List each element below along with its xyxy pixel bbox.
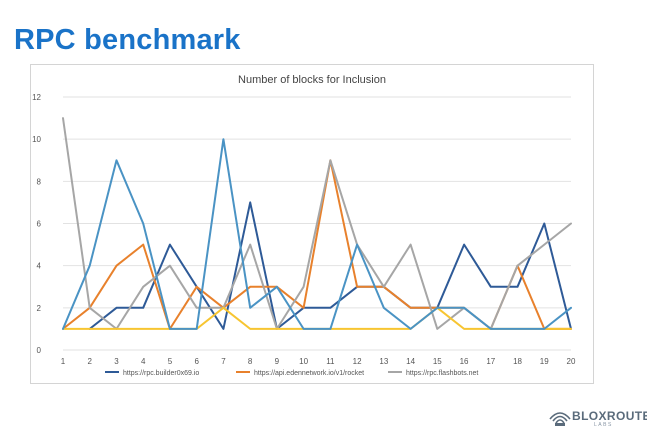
x-tick-label: 12 bbox=[353, 357, 362, 366]
legend-label: https://rpc.builder0x69.io bbox=[123, 370, 199, 377]
line-chart: Number of blocks for Inclusion 024681012… bbox=[32, 74, 576, 377]
x-tick-label: 3 bbox=[114, 357, 119, 366]
x-axis-ticks: 1 2 3 4 5 6 7 8 9 10 11 12 13 14 15 16 17 18 19 20 bbox=[61, 357, 576, 366]
y-tick-label: 10 bbox=[32, 135, 41, 144]
x-tick-label: 9 bbox=[275, 357, 280, 366]
x-tick-label: 13 bbox=[379, 357, 388, 366]
x-tick-label: 20 bbox=[567, 357, 576, 366]
y-tick-label: 2 bbox=[37, 304, 42, 313]
y-tick-label: 8 bbox=[37, 177, 42, 186]
chart-frame: Number of blocks for Inclusion 0 2 4 6 8 10 12… bbox=[30, 64, 594, 384]
x-tick-label: 11 bbox=[326, 357, 335, 366]
x-tick-label: 6 bbox=[194, 357, 199, 366]
x-tick-label: 4 bbox=[141, 357, 146, 366]
series-lines bbox=[62, 117, 572, 330]
x-tick-label: 2 bbox=[88, 357, 93, 366]
x-tick-label: 19 bbox=[540, 357, 549, 366]
legend: https://rpc.builder0x69.io https://api.ed… bbox=[105, 370, 478, 377]
x-tick-label: 10 bbox=[299, 357, 308, 366]
x-tick-label: 1 bbox=[61, 357, 66, 366]
series-line-4 bbox=[62, 138, 572, 330]
series-line-0 bbox=[88, 201, 572, 330]
legend-item-0: https://rpc.builder0x69.io bbox=[105, 370, 199, 377]
bloxroute-logo-icon bbox=[549, 412, 571, 426]
x-tick-label: 17 bbox=[486, 357, 495, 366]
gridlines bbox=[63, 96, 571, 351]
slide-title: RPC benchmark bbox=[14, 24, 241, 56]
x-tick-label: 18 bbox=[513, 357, 522, 366]
logo-subtext: LABS bbox=[594, 422, 613, 428]
logo-wordmark: BLOXROUTE bbox=[572, 409, 647, 423]
legend-label: https://rpc.flashbots.net bbox=[406, 370, 478, 377]
x-tick-label: 8 bbox=[248, 357, 253, 366]
y-tick-label: 4 bbox=[37, 262, 42, 271]
legend-item-2: https://rpc.flashbots.net bbox=[388, 370, 478, 377]
y-tick-label: 6 bbox=[37, 220, 42, 229]
legend-item-1: https://api.edennetwork.io/v1/rocket bbox=[236, 370, 364, 377]
x-tick-label: 15 bbox=[433, 357, 442, 366]
y-tick-label: 0 bbox=[37, 346, 42, 355]
y-axis-ticks: 0 2 4 6 8 10 12 bbox=[32, 93, 41, 355]
x-tick-label: 16 bbox=[460, 357, 469, 366]
x-tick-label: 7 bbox=[221, 357, 226, 366]
legend-label: https://api.edennetwork.io/v1/rocket bbox=[254, 370, 364, 377]
series-line-1 bbox=[62, 159, 572, 330]
x-tick-label: 14 bbox=[406, 357, 415, 366]
y-tick-label: 12 bbox=[32, 93, 41, 102]
bloxroute-logo: BLOXROUTE LABS bbox=[547, 404, 647, 430]
x-tick-label: 5 bbox=[168, 357, 173, 366]
chart-title: Number of blocks for Inclusion bbox=[238, 74, 386, 86]
